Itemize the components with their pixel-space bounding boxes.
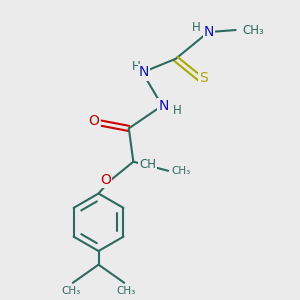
Text: CH: CH xyxy=(140,158,156,171)
Text: H: H xyxy=(192,21,201,34)
Text: CH₃: CH₃ xyxy=(116,286,135,296)
Text: CH₃: CH₃ xyxy=(171,166,190,176)
Text: N: N xyxy=(158,99,169,113)
Text: S: S xyxy=(199,71,208,85)
Text: H: H xyxy=(132,61,141,74)
Text: N: N xyxy=(204,25,214,38)
Text: O: O xyxy=(100,173,111,187)
Text: O: O xyxy=(88,114,99,128)
Text: H: H xyxy=(173,104,182,117)
Text: CH₃: CH₃ xyxy=(62,286,81,296)
Text: CH₃: CH₃ xyxy=(242,23,264,37)
Text: N: N xyxy=(139,65,149,80)
